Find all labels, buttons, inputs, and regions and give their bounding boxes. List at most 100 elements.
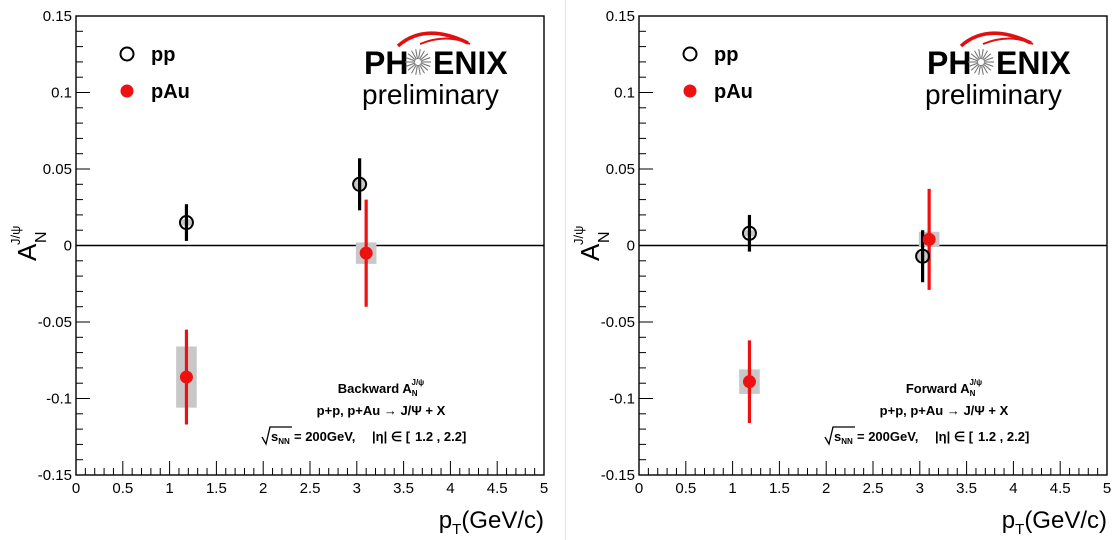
- legend-label-pp: pp: [151, 44, 175, 66]
- y-axis-label-main: A: [12, 243, 42, 261]
- logo-starburst: [982, 50, 988, 60]
- logo-starburst: [983, 57, 994, 62]
- legend-marker-pp: [119, 46, 135, 62]
- logo-starburst: [974, 64, 980, 74]
- legend-label-pp: pp: [714, 44, 738, 66]
- sqrt-symbol: [824, 426, 855, 446]
- x-tick-label: 4: [1009, 480, 1017, 497]
- x-axis-label: pT(GeV/c): [1002, 507, 1107, 538]
- logo-starburst: [415, 49, 419, 60]
- logo-text-ph: PH: [364, 45, 408, 81]
- annotation-eta-range: 1.2 , 2.2]: [415, 429, 466, 444]
- x-tick-label: 3: [353, 480, 361, 497]
- logo-starburst: [978, 64, 982, 75]
- x-tick-label: 1.5: [769, 480, 790, 497]
- logo-starburst: [415, 64, 419, 75]
- logo-starburst: [405, 62, 416, 67]
- logo-starburst: [419, 64, 425, 74]
- logo-starburst: [419, 50, 425, 60]
- legend-label-pAu: pAu: [714, 81, 753, 103]
- y-tick-label: 0.1: [614, 85, 635, 102]
- y-tick-label: 0: [627, 238, 635, 255]
- logo-starburst: [411, 50, 417, 60]
- data-point-pAu: [922, 232, 936, 246]
- y-tick-label: 0.15: [43, 8, 72, 25]
- annotation-sqrt-s: sNN: [834, 429, 853, 446]
- logo-starburst: [974, 50, 980, 60]
- x-tick-label: 1: [728, 480, 736, 497]
- x-tick-label: 3.5: [393, 480, 414, 497]
- chart-backward: 0 0.5 1 1.5 2 2.5 3 3.5 4 4.5 5 0.15 0.1 0.05 0 -0.05 -0…: [8, 8, 548, 538]
- data-point-pp: [352, 176, 368, 192]
- logo-starburst: [407, 53, 417, 61]
- y-tick-label: 0.15: [606, 8, 635, 25]
- logo-swoosh: [982, 37, 1034, 45]
- y-axis-label-sub: N: [33, 231, 50, 243]
- sqrt-symbol: [261, 426, 292, 446]
- annotation-process: p+p, p+Au → J/Ψ + X: [317, 403, 446, 418]
- y-tick-label: -0.05: [601, 314, 635, 331]
- x-tick-label: 3.5: [956, 480, 977, 497]
- y-tick-label: 0: [64, 238, 72, 255]
- logo-text-enix: ENIX: [433, 45, 508, 81]
- x-tick-label: 2.5: [300, 480, 321, 497]
- x-tick-label: 5: [540, 480, 548, 497]
- x-tick-label: 0: [635, 480, 643, 497]
- logo-starburst: [417, 49, 421, 60]
- x-tick-label: 2.5: [863, 480, 884, 497]
- x-tick-label: 1: [165, 480, 173, 497]
- logo-starburst: [420, 57, 431, 62]
- panel-divider: [565, 0, 566, 540]
- y-axis-label-sub: N: [596, 231, 613, 243]
- data-point-pAu: [359, 246, 373, 260]
- y-tick-label: -0.15: [601, 467, 635, 484]
- y-tick-label: -0.1: [609, 391, 635, 408]
- logo-starburst: [982, 64, 988, 74]
- annotation-energy: sNN = 200GeV, |η| ∈ [ 1.2 , 2.2]: [261, 426, 466, 446]
- y-tick-label: 0.05: [43, 161, 72, 178]
- legend-label-pAu: pAu: [151, 81, 190, 103]
- logo-text-ph: PH: [927, 45, 971, 81]
- logo-starburst: [407, 63, 417, 71]
- x-tick-label: 0.5: [675, 480, 696, 497]
- annotation-sqrt-s: sNN: [271, 429, 290, 446]
- x-tick-label: 4: [446, 480, 454, 497]
- logo-starburst: [982, 63, 992, 71]
- data-point-pAu: [742, 375, 756, 389]
- x-tick-label: 1.5: [206, 480, 227, 497]
- x-tick-label: 0.5: [112, 480, 133, 497]
- annotation-energy-value: = 200GeV,: [294, 429, 355, 444]
- annotation-eta: |η| ∈ [: [935, 429, 974, 444]
- annotation-process: p+p, p+Au → J/Ψ + X: [880, 403, 1009, 418]
- logo-starburst: [978, 49, 982, 60]
- y-axis-label-main: A: [575, 243, 605, 261]
- logo-starburst: [419, 53, 429, 61]
- annotation-eta-range: 1.2 , 2.2]: [978, 429, 1029, 444]
- data-point-pp: [741, 225, 757, 241]
- chart-forward: 0 0.5 1 1.5 2 2.5 3 3.5 4 4.5 5 0.15 0.1 0.05 0 -0.05 -0…: [571, 8, 1111, 538]
- logo-starburst: [411, 64, 417, 74]
- annotation-energy-value: = 200GeV,: [857, 429, 918, 444]
- logo-text-enix: ENIX: [996, 45, 1071, 81]
- logo-word: preliminary: [362, 79, 499, 110]
- y-tick-label: 0.1: [51, 85, 72, 102]
- x-tick-label: 3: [916, 480, 924, 497]
- y-tick-label: -0.15: [38, 467, 72, 484]
- y-axis-label-sup: J/ψ: [8, 226, 23, 245]
- x-tick-label: 2: [822, 480, 830, 497]
- legend-marker-pAu: [683, 84, 697, 98]
- logo-starburst: [419, 63, 429, 71]
- y-tick-label: -0.05: [38, 314, 72, 331]
- x-tick-label: 4.5: [487, 480, 508, 497]
- logo-starburst: [980, 64, 984, 75]
- x-tick-label: 4.5: [1050, 480, 1071, 497]
- annotation-eta: |η| ∈ [: [372, 429, 411, 444]
- logo-starburst: [968, 62, 979, 67]
- data-point-pp: [915, 248, 931, 264]
- data-point-pAu: [179, 370, 193, 384]
- logo-starburst: [982, 53, 992, 61]
- annotation-title: Backward ANJ/ψ: [338, 378, 424, 398]
- annotation-title: Forward ANJ/ψ: [906, 378, 982, 398]
